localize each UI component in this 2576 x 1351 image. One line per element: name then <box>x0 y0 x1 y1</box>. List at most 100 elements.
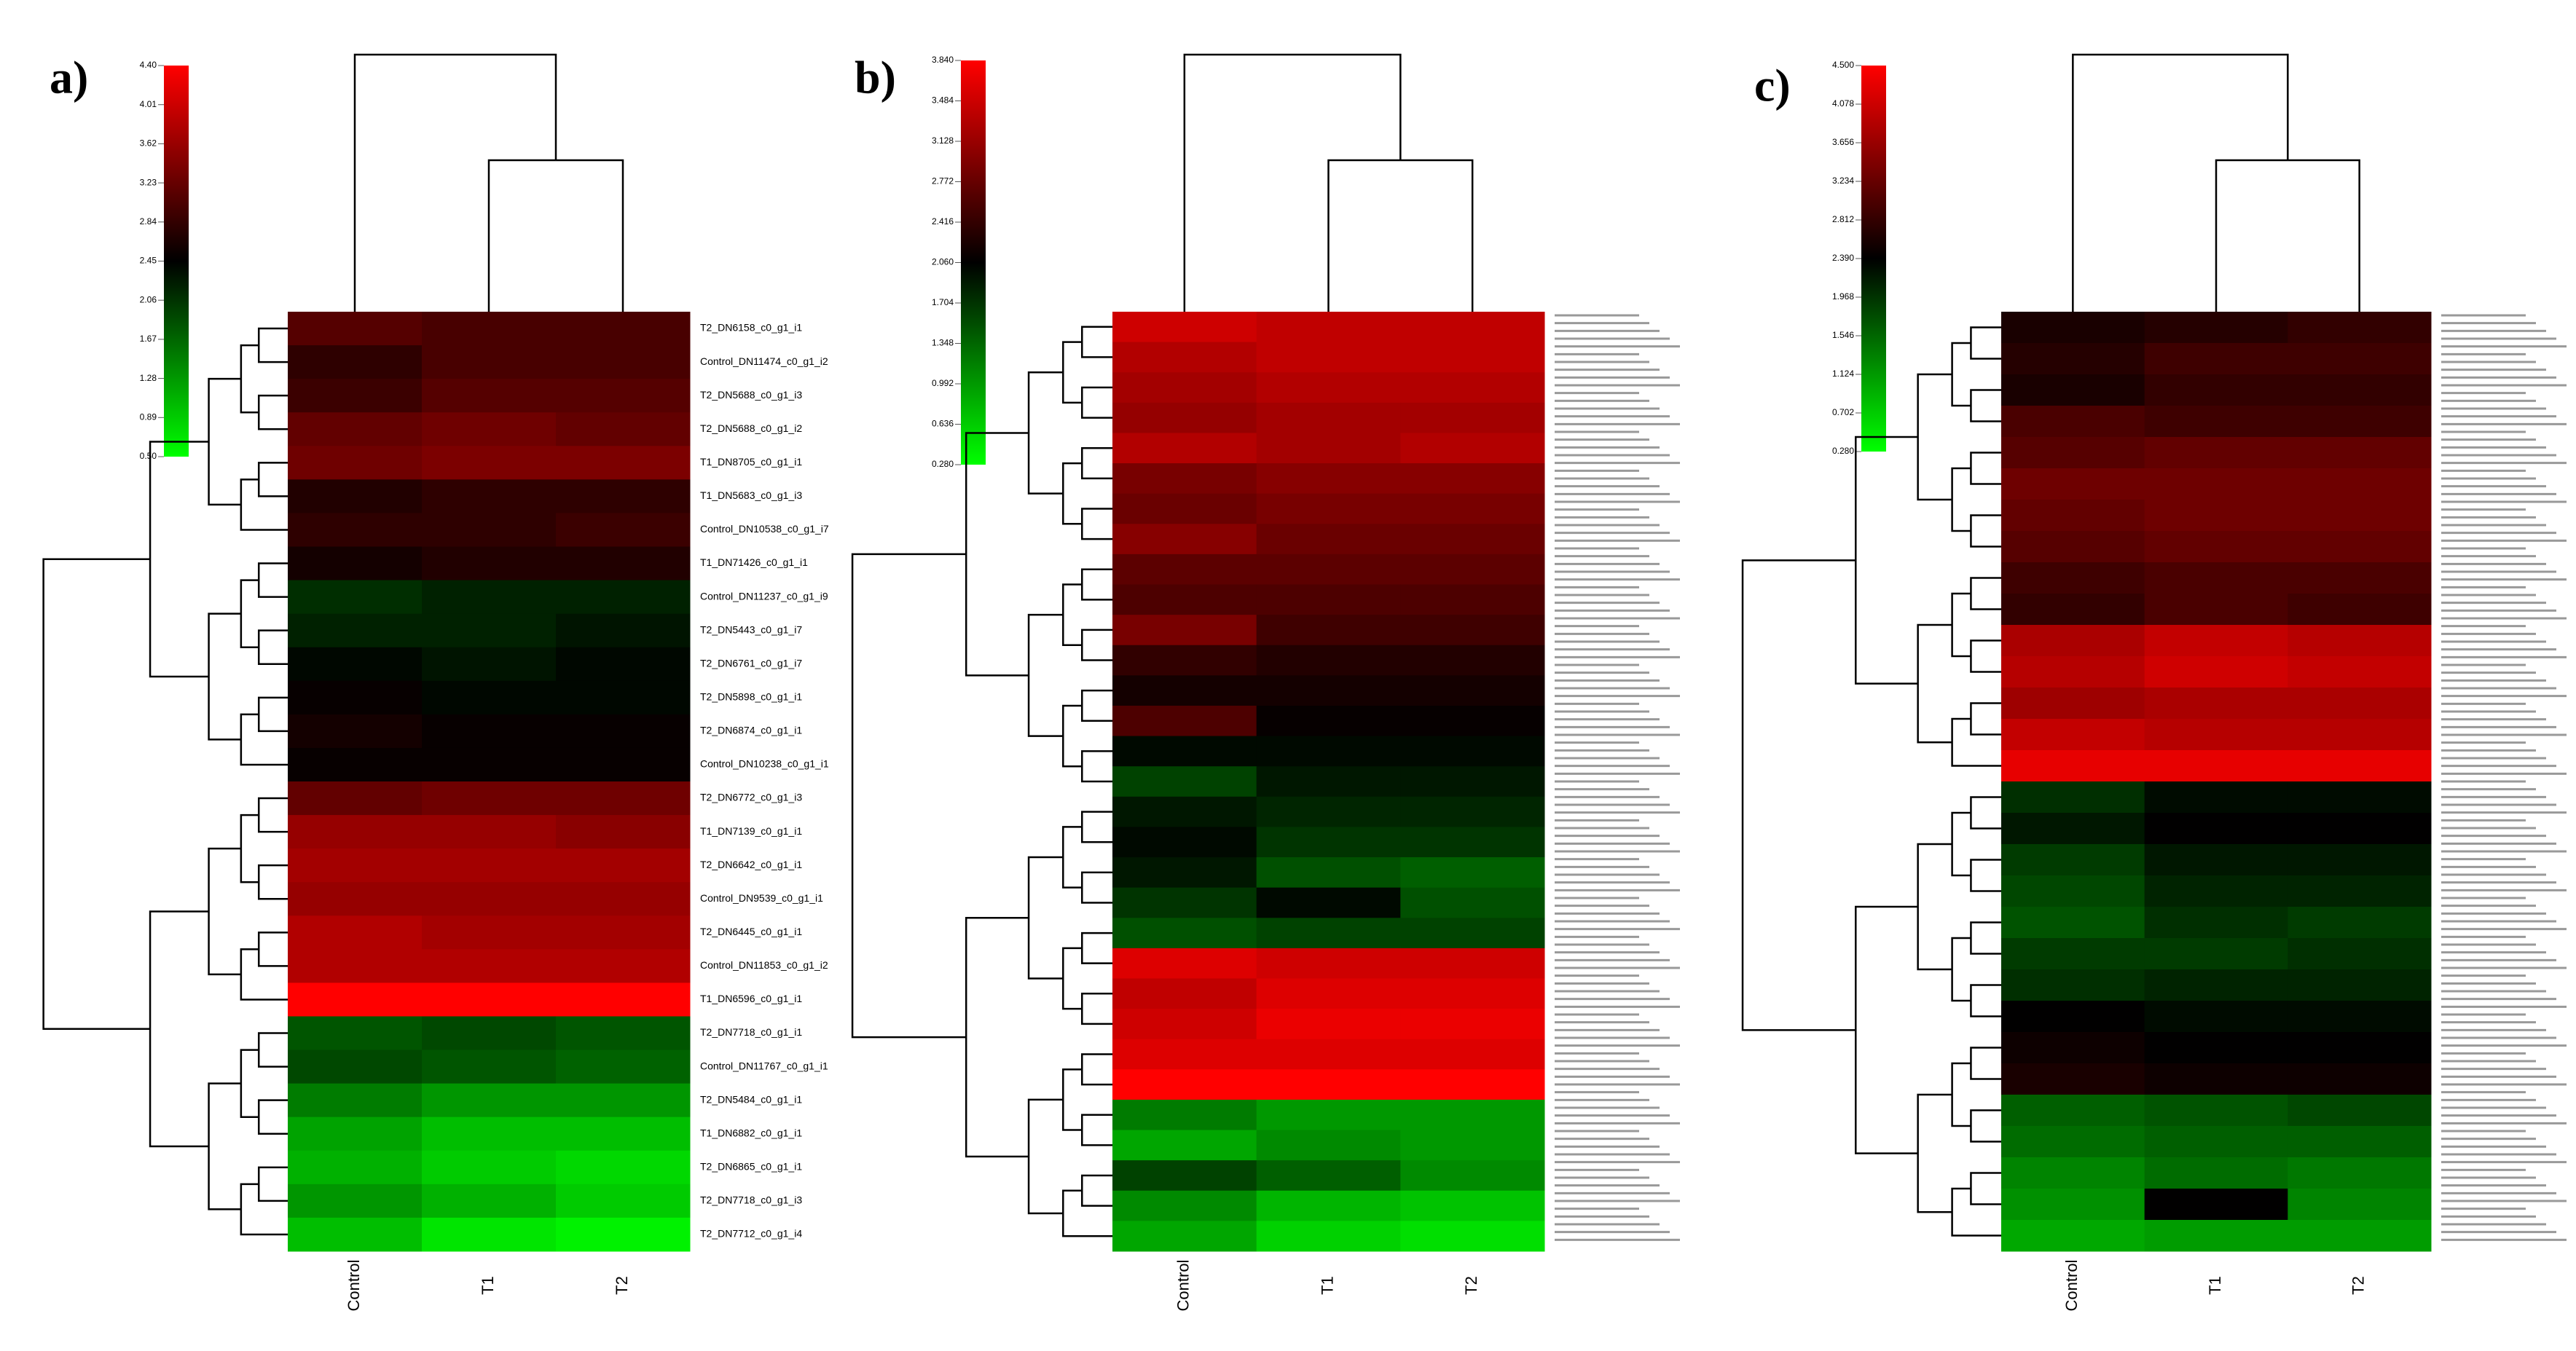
colorbar-tick-label: 0.636 <box>932 419 954 429</box>
heatmap-cell <box>2288 1063 2432 1095</box>
heatmap-cell <box>2144 907 2288 939</box>
heatmap-cell <box>1400 554 1545 586</box>
heatmap-cell <box>422 949 557 983</box>
heatmap-cell <box>2001 468 2145 500</box>
column-label: Control <box>345 1260 363 1312</box>
heatmap-cell <box>422 1150 557 1185</box>
heatmap-cell <box>288 747 423 782</box>
colorbar-tick-label: 1.546 <box>1832 330 1854 340</box>
colorbar-tick-label: 2.772 <box>932 176 954 186</box>
row-dendrogram <box>240 1183 288 1236</box>
row-dendrogram <box>1081 508 1112 540</box>
heatmap-cell <box>2144 1032 2288 1064</box>
colorbar-tick-label: 2.06 <box>140 294 157 304</box>
heatmap-cell <box>2144 938 2288 970</box>
heatmap-cell <box>2144 1189 2288 1221</box>
row-label: Control_DN9539_c0_g1_i1 <box>700 892 823 904</box>
heatmap-cell <box>2144 437 2288 469</box>
heatmap-cell <box>422 613 557 648</box>
heatmap-cell <box>1400 766 1545 797</box>
heatmap-cell <box>1112 887 1257 918</box>
heatmap-cell <box>288 982 423 1017</box>
heatmap-cell <box>288 513 423 547</box>
heatmap-cell <box>2144 500 2288 532</box>
heatmap-cell <box>2144 719 2288 751</box>
heatmap-cell <box>2288 531 2432 563</box>
heatmap-cell <box>288 379 423 413</box>
heatmap-cell <box>1112 1099 1257 1131</box>
row-dendrogram <box>1081 1114 1112 1146</box>
row-label: T2_DN6445_c0_g1_i1 <box>700 926 802 937</box>
heatmap-cell <box>556 1116 691 1151</box>
heatmap-cell <box>1256 1190 1401 1221</box>
heatmap-cell <box>2001 374 2145 406</box>
colorbar-tick-label: 2.416 <box>932 216 954 227</box>
row-label: T2_DN5484_c0_g1_i1 <box>700 1093 802 1105</box>
heatmap-cell <box>1400 645 1545 676</box>
row-dendrogram <box>1062 1189 1112 1237</box>
heatmap-cell <box>422 312 557 346</box>
heatmap-cell <box>556 714 691 749</box>
heatmap-cell <box>1400 887 1545 918</box>
heatmap-cell <box>556 546 691 581</box>
heatmap-cell <box>1256 766 1401 797</box>
heatmap-cell <box>422 747 557 782</box>
heatmap-cell <box>422 982 557 1017</box>
row-label: T2_DN5443_c0_g1_i7 <box>700 623 802 635</box>
heatmap-cell <box>2288 875 2432 907</box>
heatmap-cell <box>2001 625 2145 657</box>
heatmap-cell <box>1112 402 1257 433</box>
heatmap-cell <box>2288 688 2432 720</box>
row-dendrogram <box>1062 704 1083 768</box>
row-dendrogram <box>257 327 288 363</box>
row-dendrogram <box>257 1099 288 1135</box>
heatmap-cell <box>288 412 423 446</box>
heatmap-cell <box>2001 1220 2145 1252</box>
heatmap-cell <box>1256 705 1401 737</box>
column-label: T2 <box>2349 1276 2367 1295</box>
heatmap-cell <box>1112 524 1257 555</box>
panel-label: a) <box>50 52 88 103</box>
heatmap-cell <box>1256 736 1401 767</box>
heatmap-cell <box>556 680 691 715</box>
row-dendrogram <box>1081 811 1112 843</box>
colorbar-tick-label: 3.234 <box>1832 176 1854 186</box>
row-dendrogram <box>240 713 288 766</box>
heatmap-cell <box>1400 584 1545 615</box>
heatmap-cell <box>2288 1126 2432 1158</box>
heatmap-cell <box>1400 1009 1545 1040</box>
heatmap-cell <box>556 580 691 615</box>
panel-label: c) <box>1754 60 1791 111</box>
heatmap-cell <box>1112 1190 1257 1221</box>
heatmap-cell <box>2144 1063 2288 1095</box>
heatmap-cell <box>2001 1032 2145 1064</box>
row-dendrogram <box>257 696 288 733</box>
heatmap-cell <box>2144 468 2288 500</box>
colorbar-tick-label: 2.390 <box>1832 253 1854 263</box>
heatmap-cell <box>2144 688 2288 720</box>
colorbar-tick-label: 0.89 <box>140 411 157 422</box>
heatmap-cell <box>2288 1095 2432 1127</box>
heatmap-cell <box>1112 1221 1257 1252</box>
heatmap-cell <box>422 446 557 480</box>
colorbar-tick-label: 1.704 <box>932 297 954 307</box>
heatmap-cell <box>1112 1160 1257 1192</box>
heatmap-cell <box>2001 1095 2145 1127</box>
heatmap-cell <box>1112 948 1257 979</box>
heatmap-cell <box>556 647 691 682</box>
colorbar-tick-label: 4.40 <box>140 60 157 70</box>
heatmap-cell <box>1256 796 1401 827</box>
heatmap-cell <box>288 345 423 379</box>
row-label: T1_DN6596_c0_g1_i1 <box>700 993 802 1004</box>
heatmap-cell <box>1400 796 1545 827</box>
row-label: Control_DN11237_c0_g1_i9 <box>700 590 828 602</box>
heatmap-cell <box>2288 907 2432 939</box>
heatmap-cell <box>288 781 423 816</box>
heatmap-cell <box>556 882 691 916</box>
heatmap-cell <box>556 613 691 648</box>
row-dendrogram <box>1970 921 2001 955</box>
heatmap-cell <box>2288 594 2432 626</box>
row-dendrogram <box>1027 856 1064 980</box>
row-dendrogram <box>1081 1174 1112 1207</box>
heatmap-cell <box>1256 1099 1401 1131</box>
